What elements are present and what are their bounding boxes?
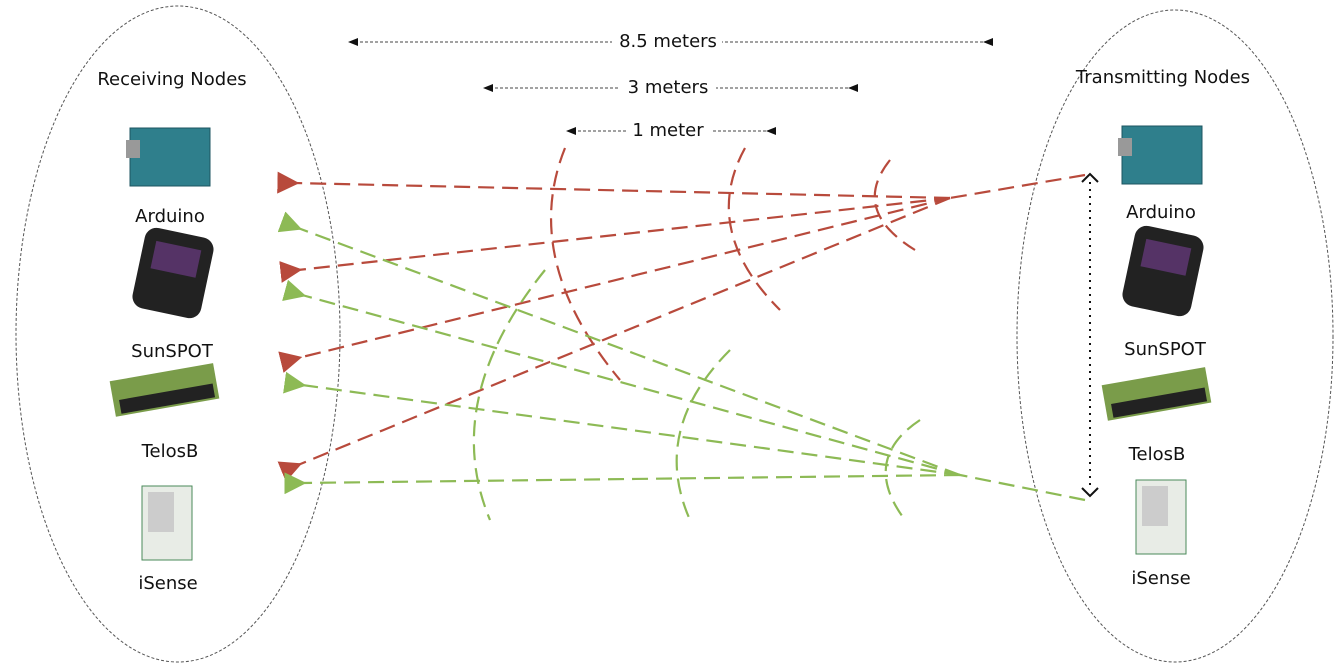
node-label: Arduino xyxy=(135,206,205,227)
distance-label: 8.5 meters xyxy=(619,31,717,52)
node-label: iSense xyxy=(138,573,197,594)
group-title: Receiving Nodes xyxy=(97,69,246,90)
range-marker xyxy=(1081,172,1099,498)
node-label: SunSPOT xyxy=(1124,339,1207,360)
green-signal xyxy=(277,211,1086,521)
device-icons xyxy=(109,125,1212,561)
group-title: Transmitting Nodes xyxy=(1075,67,1250,88)
node-label: TelosB xyxy=(141,441,199,462)
node-label: iSense xyxy=(1131,568,1190,589)
receiving-group xyxy=(15,5,341,663)
node-label: TelosB xyxy=(1128,444,1186,465)
red-signal xyxy=(277,147,1086,482)
distance-label: 1 meter xyxy=(632,120,704,141)
distance-label: 3 meters xyxy=(628,77,709,98)
transmitting-group xyxy=(1016,9,1334,663)
node-label: Arduino xyxy=(1126,202,1196,223)
node-label: SunSPOT xyxy=(131,341,214,362)
